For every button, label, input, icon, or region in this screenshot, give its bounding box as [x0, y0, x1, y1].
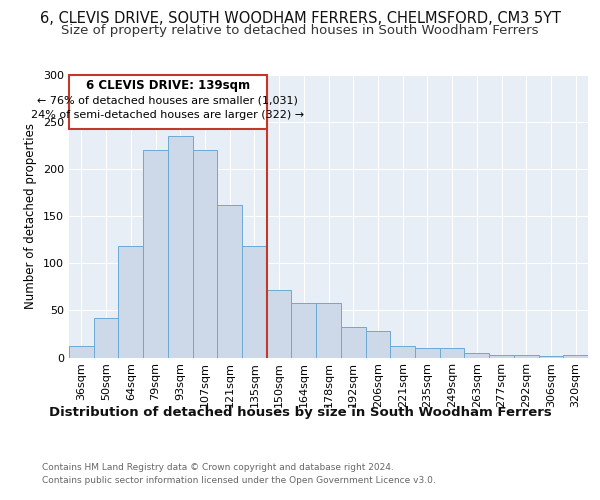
Bar — [267, 290, 292, 358]
Y-axis label: Number of detached properties: Number of detached properties — [25, 123, 37, 309]
FancyBboxPatch shape — [69, 75, 267, 128]
Bar — [563, 354, 588, 358]
Bar — [292, 303, 316, 358]
Bar — [242, 246, 267, 358]
Bar — [415, 348, 440, 358]
Text: Size of property relative to detached houses in South Woodham Ferrers: Size of property relative to detached ho… — [61, 24, 539, 37]
Bar — [94, 318, 118, 358]
Text: Contains HM Land Registry data © Crown copyright and database right 2024.: Contains HM Land Registry data © Crown c… — [42, 462, 394, 471]
Bar — [464, 353, 489, 358]
Bar — [539, 356, 563, 358]
Bar — [118, 246, 143, 358]
Bar — [489, 354, 514, 358]
Bar — [316, 303, 341, 358]
Text: ← 76% of detached houses are smaller (1,031): ← 76% of detached houses are smaller (1,… — [37, 96, 298, 106]
Bar — [143, 150, 168, 358]
Bar — [440, 348, 464, 358]
Bar — [341, 328, 365, 358]
Bar — [69, 346, 94, 358]
Bar — [217, 205, 242, 358]
Bar — [193, 150, 217, 358]
Text: Contains public sector information licensed under the Open Government Licence v3: Contains public sector information licen… — [42, 476, 436, 485]
Bar — [390, 346, 415, 358]
Bar — [514, 354, 539, 358]
Text: 6 CLEVIS DRIVE: 139sqm: 6 CLEVIS DRIVE: 139sqm — [86, 79, 250, 92]
Text: 6, CLEVIS DRIVE, SOUTH WOODHAM FERRERS, CHELMSFORD, CM3 5YT: 6, CLEVIS DRIVE, SOUTH WOODHAM FERRERS, … — [40, 11, 560, 26]
Bar — [365, 331, 390, 357]
Bar — [168, 136, 193, 358]
Text: 24% of semi-detached houses are larger (322) →: 24% of semi-detached houses are larger (… — [31, 110, 304, 120]
Text: Distribution of detached houses by size in South Woodham Ferrers: Distribution of detached houses by size … — [49, 406, 551, 419]
